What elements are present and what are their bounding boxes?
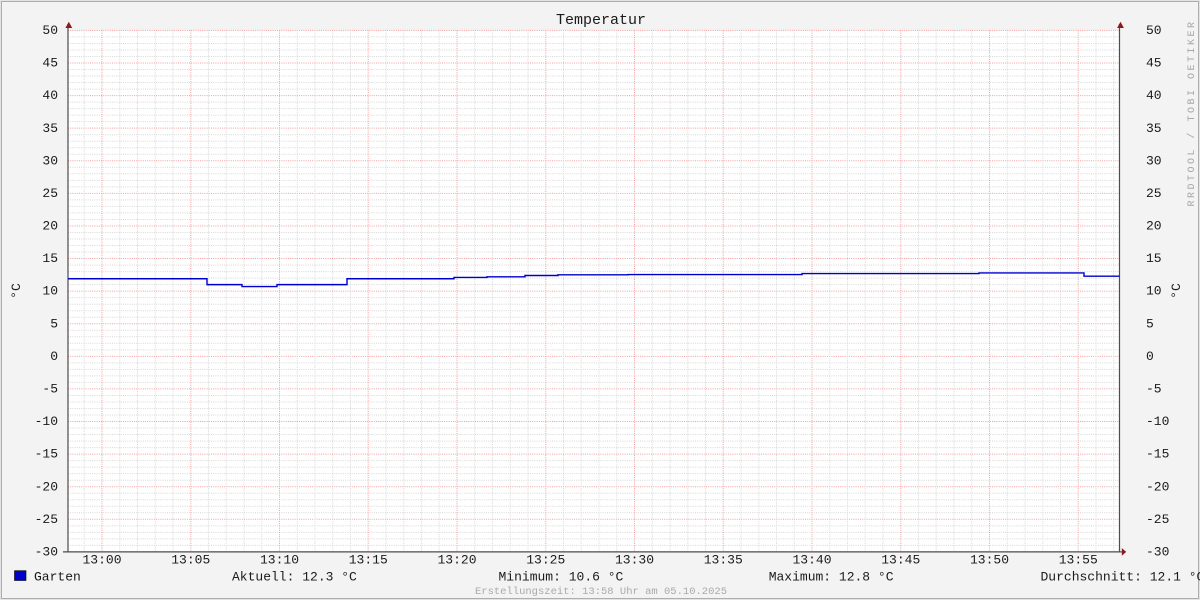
svg-text:RRDTOOL / TOBI OETIKER: RRDTOOL / TOBI OETIKER [1186,19,1198,206]
svg-text:30: 30 [1146,153,1162,168]
svg-text:5: 5 [50,316,58,331]
svg-text:Durchschnitt: 12.1 °C: Durchschnitt: 12.1 °C [1041,569,1200,584]
svg-text:°C: °C [9,283,24,299]
svg-text:13:55: 13:55 [1059,553,1098,568]
svg-text:45: 45 [42,56,58,71]
svg-text:15: 15 [42,251,58,266]
svg-text:13:50: 13:50 [970,553,1009,568]
svg-text:35: 35 [1146,121,1162,136]
svg-text:Aktuell: 12.3 °C: Aktuell: 12.3 °C [232,569,357,584]
svg-text:13:00: 13:00 [82,553,121,568]
svg-text:13:35: 13:35 [704,553,743,568]
svg-text:30: 30 [42,153,58,168]
svg-text:-20: -20 [1146,479,1169,494]
svg-text:13:45: 13:45 [881,553,920,568]
svg-text:Minimum: 10.6 °C: Minimum: 10.6 °C [499,569,624,584]
svg-text:0: 0 [1146,349,1154,364]
svg-text:10: 10 [42,284,58,299]
svg-text:13:10: 13:10 [260,553,299,568]
svg-text:0: 0 [50,349,58,364]
svg-text:-15: -15 [1146,447,1169,462]
svg-text:Maximum: 12.8 °C: Maximum: 12.8 °C [769,569,894,584]
svg-text:-30: -30 [1146,545,1169,560]
svg-text:13:40: 13:40 [792,553,831,568]
svg-text:15: 15 [1146,251,1162,266]
svg-text:13:25: 13:25 [526,553,565,568]
svg-text:25: 25 [1146,186,1162,201]
svg-text:Erstellungszeit: 13:58 Uhr am: Erstellungszeit: 13:58 Uhr am 05.10.2025 [475,586,727,598]
svg-text:20: 20 [1146,219,1162,234]
svg-text:5: 5 [1146,316,1154,331]
svg-text:-20: -20 [35,479,58,494]
svg-text:50: 50 [1146,23,1162,38]
svg-text:Garten: Garten [34,569,81,584]
svg-text:-10: -10 [1146,414,1169,429]
svg-text:40: 40 [42,88,58,103]
svg-text:°C: °C [1169,283,1184,299]
svg-text:13:05: 13:05 [171,553,210,568]
svg-text:13:15: 13:15 [349,553,388,568]
svg-text:45: 45 [1146,56,1162,71]
svg-text:13:30: 13:30 [615,553,654,568]
svg-text:-25: -25 [1146,512,1169,527]
svg-text:-5: -5 [42,382,58,397]
svg-text:-30: -30 [35,545,58,560]
svg-text:-25: -25 [35,512,58,527]
svg-text:Temperatur: Temperatur [556,12,646,29]
svg-text:10: 10 [1146,284,1162,299]
svg-text:13:20: 13:20 [437,553,476,568]
svg-text:40: 40 [1146,88,1162,103]
svg-text:35: 35 [42,121,58,136]
svg-text:50: 50 [42,23,58,38]
svg-text:-15: -15 [35,447,58,462]
svg-text:-10: -10 [35,414,58,429]
svg-text:25: 25 [42,186,58,201]
svg-text:-5: -5 [1146,382,1162,397]
svg-text:20: 20 [42,219,58,234]
